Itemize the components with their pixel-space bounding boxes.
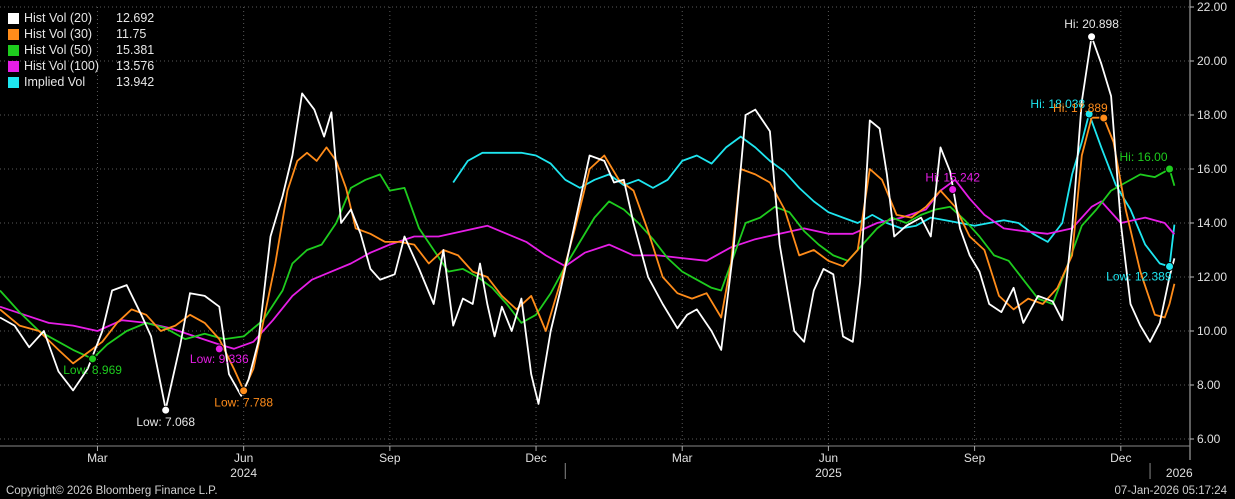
annotation-marker bbox=[88, 354, 98, 364]
annotation-marker bbox=[1084, 109, 1094, 119]
legend-entry: Hist Vol (30) 11.75 bbox=[8, 26, 154, 42]
annotation-label: Low: 8.969 bbox=[63, 363, 122, 377]
x-month-label: Mar bbox=[87, 451, 108, 465]
legend-series-name: Hist Vol (100) bbox=[24, 59, 100, 73]
x-axis: Mar Jun Sep Dec Mar Jun Sep Dec 2024 2025 2026 bbox=[0, 445, 1193, 480]
annotation-label: Hi: 16.00 bbox=[1120, 150, 1168, 164]
legend-series-name: Hist Vol (30) bbox=[24, 27, 93, 41]
legend-series-value: 12.692 bbox=[116, 11, 155, 25]
legend-swatch bbox=[8, 76, 19, 88]
legend-series-name: Hist Vol (20) bbox=[24, 11, 93, 25]
x-month-label: Dec bbox=[525, 451, 546, 465]
y-tick-label: 22.00 bbox=[1197, 0, 1227, 14]
x-month-label: Sep bbox=[379, 451, 401, 465]
timestamp-text: 07-Jan-2026 05:17:24 bbox=[1114, 485, 1227, 497]
legend-entry: Hist Vol (50) 15.381 bbox=[8, 42, 154, 58]
annotation-label: Low: 7.788 bbox=[214, 396, 273, 410]
legend-swatch bbox=[8, 44, 19, 56]
annotation-marker bbox=[1099, 113, 1109, 123]
annotation-label: Low: 12.389 bbox=[1106, 269, 1172, 283]
y-tick-label: 20.00 bbox=[1197, 54, 1227, 68]
legend-series-value: 15.381 bbox=[116, 43, 155, 57]
x-year-label: 2026 bbox=[1166, 466, 1193, 480]
legend-entry: Implied Vol 13.942 bbox=[8, 74, 154, 90]
copyright-text: Copyright© 2026 Bloomberg Finance L.P. bbox=[6, 485, 218, 497]
legend-swatch bbox=[8, 60, 19, 72]
legend-swatch bbox=[8, 12, 19, 24]
series-line-hist-vol-30 bbox=[0, 116, 1176, 392]
annotation-label: Hi: 15.242 bbox=[925, 170, 980, 184]
y-tick-label: 16.00 bbox=[1197, 162, 1227, 176]
series-line-implied-vol bbox=[452, 113, 1176, 268]
annotation-marker bbox=[161, 405, 171, 415]
legend-series-name: Implied Vol bbox=[24, 75, 86, 89]
x-year-label: 2024 bbox=[230, 466, 257, 480]
legend-entry: Hist Vol (100) 13.576 bbox=[8, 58, 154, 74]
y-tick-label: 10.00 bbox=[1197, 324, 1227, 338]
y-tick-label: 12.00 bbox=[1197, 270, 1227, 284]
annotation-label: Low: 9.336 bbox=[190, 352, 249, 366]
legend-series-value: 13.942 bbox=[116, 75, 155, 89]
annotation-label: Hi: 18.038 bbox=[1030, 97, 1085, 111]
x-month-label: Sep bbox=[964, 451, 986, 465]
y-tick-label: 8.00 bbox=[1197, 378, 1221, 392]
y-tick-label: 14.00 bbox=[1197, 216, 1227, 230]
annotation-marker bbox=[1165, 261, 1175, 271]
series-line-hist-vol-100 bbox=[0, 178, 1176, 350]
legend-swatch bbox=[8, 28, 19, 40]
annotation-marker bbox=[239, 386, 249, 396]
x-month-label: Dec bbox=[1110, 451, 1131, 465]
annotation-marker bbox=[1087, 32, 1097, 42]
annotation-label: Hi: 17.889 bbox=[1053, 101, 1108, 115]
series-line-hist-vol-20 bbox=[0, 35, 1176, 411]
annotation-label: Low: 7.068 bbox=[136, 415, 195, 429]
annotation-marker bbox=[1165, 164, 1175, 174]
legend-series-value: 11.75 bbox=[116, 27, 147, 41]
annotation-marker bbox=[214, 344, 224, 354]
legend-series-value: 13.576 bbox=[116, 59, 155, 73]
annotation-label: Hi: 20.898 bbox=[1064, 17, 1119, 31]
y-tick-label: 18.00 bbox=[1197, 108, 1227, 122]
grid: 6.00 8.00 10.00 12.00 14.00 16.00 18.00 20.00 22… bbox=[0, 0, 1227, 446]
y-tick-label: 6.00 bbox=[1197, 432, 1221, 446]
x-month-label: Jun bbox=[819, 451, 838, 465]
legend: Hist Vol (20) 12.692 Hist Vol (30) 11.75 His… bbox=[8, 10, 154, 90]
x-year-label: 2025 bbox=[815, 466, 842, 480]
x-month-label: Jun bbox=[234, 451, 253, 465]
x-month-label: Mar bbox=[672, 451, 693, 465]
annotation-marker bbox=[948, 184, 958, 194]
legend-series-name: Hist Vol (50) bbox=[24, 43, 93, 57]
legend-entry: Hist Vol (20) 12.692 bbox=[8, 10, 154, 26]
